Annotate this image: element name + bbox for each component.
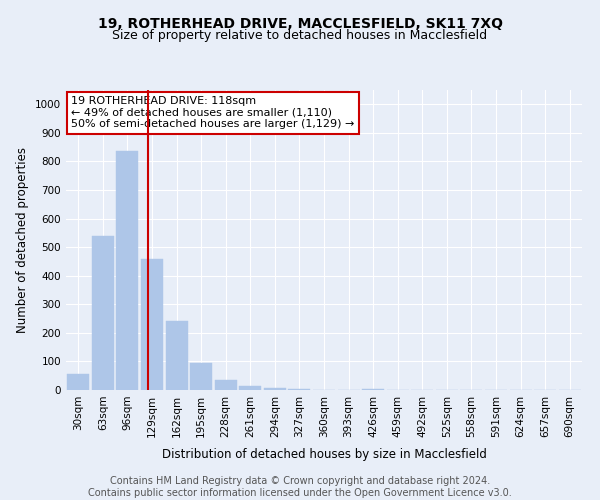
Text: Size of property relative to detached houses in Macclesfield: Size of property relative to detached ho…	[112, 29, 488, 42]
Bar	[92, 236, 114, 390]
Bar	[166, 320, 188, 390]
Bar	[190, 363, 212, 390]
Text: 19 ROTHERHEAD DRIVE: 118sqm
← 49% of detached houses are smaller (1,110)
50% of : 19 ROTHERHEAD DRIVE: 118sqm ← 49% of det…	[71, 96, 355, 129]
Bar	[215, 380, 237, 390]
Y-axis label: Number of detached properties: Number of detached properties	[16, 147, 29, 333]
Bar	[239, 386, 262, 390]
Text: Contains HM Land Registry data © Crown copyright and database right 2024.
Contai: Contains HM Land Registry data © Crown c…	[88, 476, 512, 498]
Bar	[67, 374, 89, 390]
Bar	[264, 388, 286, 390]
Bar	[116, 152, 139, 390]
X-axis label: Distribution of detached houses by size in Macclesfield: Distribution of detached houses by size …	[161, 448, 487, 461]
Bar	[141, 258, 163, 390]
Bar	[289, 389, 310, 390]
Text: 19, ROTHERHEAD DRIVE, MACCLESFIELD, SK11 7XQ: 19, ROTHERHEAD DRIVE, MACCLESFIELD, SK11…	[97, 18, 503, 32]
